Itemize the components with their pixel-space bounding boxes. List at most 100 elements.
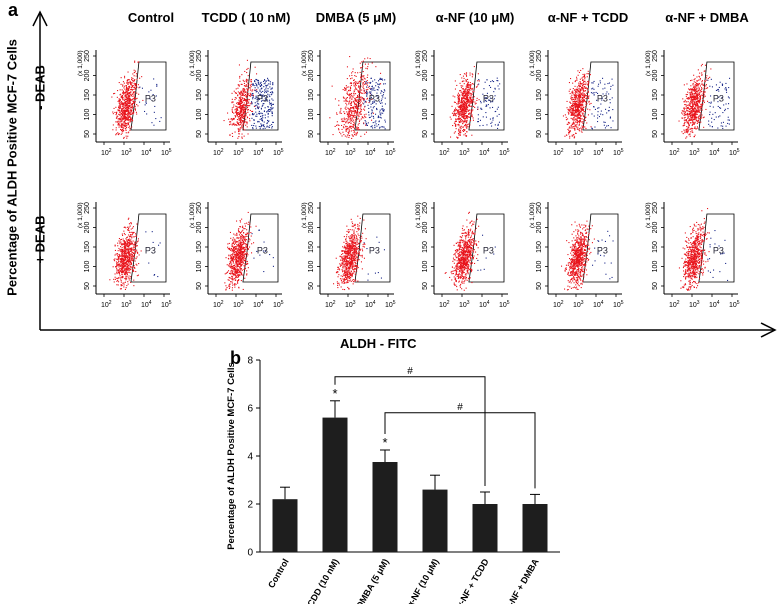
- flow-dot: [684, 124, 686, 126]
- flow-dot: [122, 124, 124, 126]
- flow-dot: [379, 78, 381, 80]
- flow-dot: [464, 95, 466, 97]
- flow-dot: [571, 113, 573, 115]
- flow-dot: [349, 100, 351, 102]
- flow-dot: [566, 123, 568, 125]
- flow-gate-p3: [468, 61, 505, 131]
- flow-dot: [132, 103, 134, 105]
- flow-dot: [126, 110, 128, 112]
- flow-dot: [363, 108, 365, 110]
- flow-dot: [118, 102, 120, 104]
- flow-dot: [698, 100, 700, 102]
- flow-dot: [132, 269, 134, 271]
- flow-dot: [264, 92, 266, 94]
- flow-dot: [130, 281, 132, 283]
- flow-dot: [592, 82, 594, 84]
- flow-dot: [259, 93, 261, 95]
- flow-dot: [383, 89, 385, 91]
- flow-dot: [251, 117, 253, 119]
- flow-dot: [233, 112, 235, 114]
- flow-dot: [463, 129, 465, 131]
- flow-dot: [461, 111, 463, 113]
- flow-dot: [267, 116, 269, 118]
- flow-dot: [375, 120, 377, 122]
- flow-dot: [130, 113, 132, 115]
- flow-dot: [582, 97, 584, 99]
- flow-dot: [468, 88, 470, 90]
- flow-dot: [254, 80, 256, 82]
- flow-dot: [718, 90, 720, 92]
- flow-dot: [241, 94, 243, 96]
- flow-dot: [258, 121, 260, 123]
- flow-dot: [127, 283, 129, 285]
- flow-dot: [459, 95, 461, 97]
- flow-dot: [126, 244, 128, 246]
- flow-dot: [266, 111, 268, 113]
- flow-dot: [271, 107, 273, 109]
- flow-dot: [570, 125, 572, 127]
- flow-dot: [241, 105, 243, 107]
- flow-dot: [606, 112, 608, 114]
- flow-dot: [697, 98, 699, 100]
- flow-dot: [240, 119, 242, 121]
- flow-dot: [345, 130, 347, 132]
- flow-dot: [696, 76, 698, 78]
- flow-dot: [271, 127, 273, 129]
- flow-dot: [115, 121, 117, 123]
- flow-dot: [496, 80, 498, 82]
- flow-dot: [612, 109, 614, 111]
- flow-dot: [571, 124, 573, 126]
- flow-dot: [690, 122, 692, 124]
- flow-dot: [256, 79, 258, 81]
- flow-dot: [593, 80, 595, 82]
- flow-dot: [351, 126, 353, 128]
- flow-dot: [491, 125, 493, 127]
- flow-dot: [127, 103, 129, 105]
- flow-dot: [576, 117, 578, 119]
- flow-dot: [603, 121, 605, 123]
- flow-dot: [354, 89, 356, 91]
- flow-dot: [137, 274, 139, 276]
- flow-dot: [132, 98, 134, 100]
- flow-dot: [697, 84, 699, 86]
- flow-dot: [136, 242, 138, 244]
- flow-dot: [499, 83, 501, 85]
- flow-dot: [244, 91, 246, 93]
- flow-dot: [122, 128, 124, 130]
- flow-dot: [136, 223, 138, 225]
- flow-dot: [569, 110, 571, 112]
- flow-dot: [690, 85, 692, 87]
- flow-dot: [686, 107, 688, 109]
- flow-dot: [146, 113, 148, 115]
- flow-dot: [728, 103, 730, 105]
- flow-dot: [569, 101, 571, 103]
- flow-dot: [119, 107, 121, 109]
- flow-dot: [127, 101, 129, 103]
- flow-dot: [241, 136, 243, 138]
- flow-dot: [580, 101, 582, 103]
- flow-dot: [470, 96, 472, 98]
- flow-dot: [122, 114, 124, 116]
- flow-dot: [126, 91, 128, 93]
- flow-dot: [356, 128, 358, 130]
- flow-dot: [139, 101, 141, 103]
- flow-dot: [118, 98, 120, 100]
- flow-dot: [698, 88, 700, 90]
- flow-dot: [126, 276, 128, 278]
- flow-dot: [569, 88, 571, 90]
- flow-dot: [129, 102, 131, 104]
- flow-dot: [602, 93, 604, 95]
- flow-dot: [467, 84, 469, 86]
- flow-dot: [121, 116, 123, 118]
- flow-dot: [697, 103, 699, 105]
- flow-dot: [260, 81, 262, 83]
- flow-dot: [570, 109, 572, 111]
- flow-dot: [577, 96, 579, 98]
- flow-dot: [127, 93, 129, 95]
- flow-dot: [256, 101, 258, 103]
- flow-dot: [269, 81, 271, 83]
- flow-dot: [576, 97, 578, 99]
- flow-dot: [694, 105, 696, 107]
- flow-dot: [242, 128, 244, 130]
- flow-dot: [244, 104, 246, 106]
